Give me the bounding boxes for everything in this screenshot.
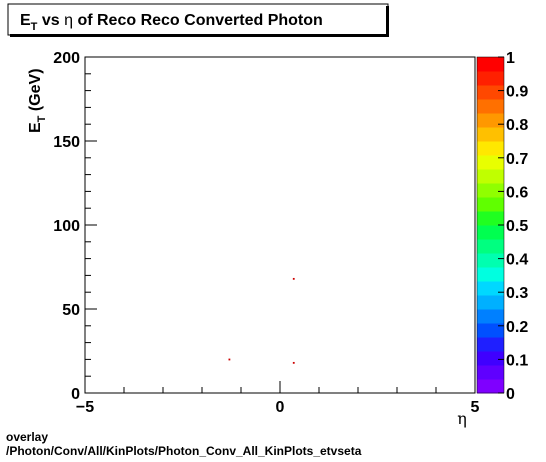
colorbar-label: 0.5 bbox=[506, 218, 528, 235]
data-point bbox=[292, 361, 295, 364]
colorbar-segment bbox=[477, 155, 504, 170]
x-tick-label: 5 bbox=[471, 399, 480, 416]
y-tick-label: 100 bbox=[53, 218, 80, 235]
colorbar-label: 0.3 bbox=[506, 285, 528, 302]
colorbar-label: 0.8 bbox=[506, 117, 528, 134]
colorbar-segment bbox=[477, 379, 504, 394]
y-axis-label: ET (GeV) bbox=[27, 68, 48, 133]
colorbar-segment bbox=[477, 85, 504, 100]
colorbar-segment bbox=[477, 365, 504, 380]
colorbar-segment bbox=[477, 267, 504, 282]
colorbar-segment bbox=[477, 239, 504, 254]
y-tick-label: 0 bbox=[71, 386, 80, 403]
colorbar-segment bbox=[477, 169, 504, 184]
colorbar-segment bbox=[477, 127, 504, 142]
colorbar-segment bbox=[477, 337, 504, 352]
colorbar-segment bbox=[477, 57, 504, 72]
y-axis: 0 50 100 150 200 bbox=[53, 50, 97, 403]
colorbar-segment bbox=[477, 323, 504, 338]
colorbar-label: 0.9 bbox=[506, 84, 528, 101]
colorbar-segment bbox=[477, 183, 504, 198]
x-axis: −5 0 5 bbox=[76, 381, 480, 416]
y-tick-label: 200 bbox=[53, 50, 80, 67]
colorbar-segment bbox=[477, 141, 504, 156]
chart-title: ET vs η of Reco Reco Converted Photon bbox=[20, 12, 323, 33]
colorbar-segment bbox=[477, 99, 504, 114]
plot-frame bbox=[84, 56, 476, 394]
colorbar-segment bbox=[477, 253, 504, 268]
data-points bbox=[228, 277, 295, 364]
x-axis-label: η bbox=[457, 409, 467, 428]
colorbar-segment bbox=[477, 197, 504, 212]
data-point bbox=[228, 358, 231, 361]
colorbar-segment bbox=[477, 281, 504, 296]
x-tick-label: 0 bbox=[276, 399, 285, 416]
footer-line-2: /Photon/Conv/All/KinPlots/Photon_Conv_Al… bbox=[6, 444, 362, 458]
colorbar-segment bbox=[477, 113, 504, 128]
colorbar-label: 0.2 bbox=[506, 319, 528, 336]
colorbar-label: 0.1 bbox=[506, 352, 528, 369]
colorbar-segment bbox=[477, 211, 504, 226]
title-box: ET vs η of Reco Reco Converted Photon bbox=[7, 3, 389, 37]
colorbar-segment bbox=[477, 351, 504, 366]
footer-line-1: overlay bbox=[6, 430, 49, 444]
colorbar-segment bbox=[477, 295, 504, 310]
colorbar: 0 0.1 0.2 0.3 0.4 0.5 0.6 0.7 0.8 0.9 1 bbox=[476, 50, 528, 403]
colorbar-segment bbox=[477, 225, 504, 240]
data-point bbox=[292, 277, 295, 280]
colorbar-segment bbox=[477, 71, 504, 86]
colorbar-segment bbox=[477, 309, 504, 324]
colorbar-label: 1 bbox=[506, 50, 515, 67]
colorbar-label: 0.4 bbox=[506, 252, 528, 269]
colorbar-label: 0 bbox=[506, 386, 515, 403]
y-tick-label: 150 bbox=[53, 134, 80, 151]
colorbar-label: 0.6 bbox=[506, 184, 528, 201]
x-tick-label: −5 bbox=[76, 399, 94, 416]
colorbar-label: 0.7 bbox=[506, 151, 528, 168]
y-tick-label: 50 bbox=[62, 302, 80, 319]
